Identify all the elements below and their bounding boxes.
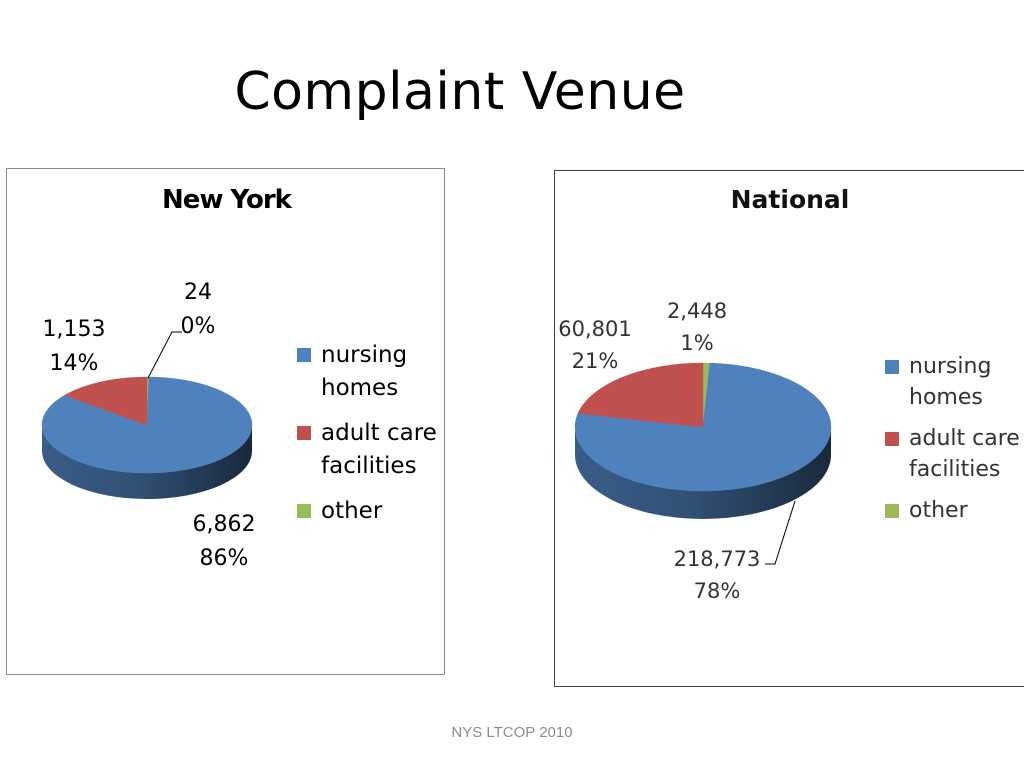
nat-legend-text-nursing-1: nursing <box>909 354 992 379</box>
ny-legend-text-adult-2: facilities <box>321 453 417 479</box>
ny-percent-adult-care: 14% <box>49 351 99 376</box>
ny-legend-text-nursing-1: nursing <box>321 342 408 368</box>
nat-label-nursing-homes: 218,773 78% <box>667 543 767 607</box>
slide-footer: NYS LTCOP 2010 <box>451 724 573 741</box>
nat-percent-other: 1% <box>680 331 714 355</box>
nat-legend-swatch-other <box>885 504 899 518</box>
nat-legend-text-other: other <box>909 498 968 523</box>
ny-percent-other: 0% <box>180 314 216 339</box>
ny-legend-text-adult-1: adult care <box>321 420 437 446</box>
chart-title-national: National <box>730 185 850 214</box>
new-york-chart: New York 1,153 14% 24 0% 6,862 86% nursi… <box>6 168 445 675</box>
nat-value-nursing-homes: 218,773 <box>673 547 761 571</box>
ny-legend-swatch-adult-care <box>297 426 311 440</box>
nat-label-adult-care: 60,801 21% <box>555 313 635 377</box>
ny-value-adult-care: 1,153 <box>42 317 106 342</box>
ny-label-adult-care: 1,153 14% <box>29 313 119 381</box>
ny-value-other: 24 <box>184 280 212 305</box>
chart-title-new-york: New York <box>162 185 292 215</box>
ny-legend: nursing homes adult care facilities othe… <box>297 339 437 528</box>
ny-label-other: 24 0% <box>163 276 233 344</box>
ny-legend-text-nursing-2: homes <box>321 375 399 401</box>
nat-legend-nursing-homes: nursing homes <box>885 351 1020 413</box>
ny-legend-other: other <box>297 495 437 528</box>
ny-pie-side-nursing-homes <box>42 425 252 499</box>
ny-legend-nursing-homes: nursing homes <box>297 339 437 405</box>
ny-legend-swatch-other <box>297 504 311 518</box>
ny-legend-adult-care: adult care facilities <box>297 417 437 483</box>
nat-legend-swatch-nursing-homes <box>885 360 899 374</box>
nat-value-adult-care: 60,801 <box>558 317 632 341</box>
ny-leader-line-other <box>147 331 182 379</box>
nat-legend-swatch-adult-care <box>885 432 899 446</box>
ny-legend-text-other: other <box>321 498 383 524</box>
nat-legend-text-adult-2: facilities <box>909 457 1001 482</box>
nat-legend-text-adult-1: adult care <box>909 426 1020 451</box>
ny-value-nursing-homes: 6,862 <box>192 512 256 537</box>
nat-legend-other: other <box>885 495 1020 526</box>
nat-legend-text-nursing-2: homes <box>909 385 983 410</box>
national-chart: National 60,801 21% 2,448 1% 218,773 78%… <box>554 170 1024 687</box>
nat-percent-nursing-homes: 78% <box>693 579 741 603</box>
nat-pie-side-nursing-homes <box>575 427 831 519</box>
nat-value-other: 2,448 <box>666 299 728 323</box>
nat-legend: nursing homes adult care facilities othe… <box>885 351 1020 526</box>
nat-percent-adult-care: 21% <box>571 349 619 373</box>
new-york-pie-svg <box>41 331 253 499</box>
ny-label-nursing-homes: 6,862 86% <box>179 508 269 576</box>
ny-pie-slice-adult-care <box>64 376 148 426</box>
national-pie-svg <box>574 362 832 565</box>
slide-title: Complaint Venue <box>234 62 686 122</box>
nat-pie-slice-adult-care <box>577 362 704 428</box>
ny-percent-nursing-homes: 86% <box>199 546 249 571</box>
nat-legend-adult-care: adult care facilities <box>885 423 1020 485</box>
ny-legend-swatch-nursing-homes <box>297 348 311 362</box>
nat-leader-line-nursing-homes <box>765 500 796 565</box>
nat-label-other: 2,448 1% <box>657 295 737 359</box>
